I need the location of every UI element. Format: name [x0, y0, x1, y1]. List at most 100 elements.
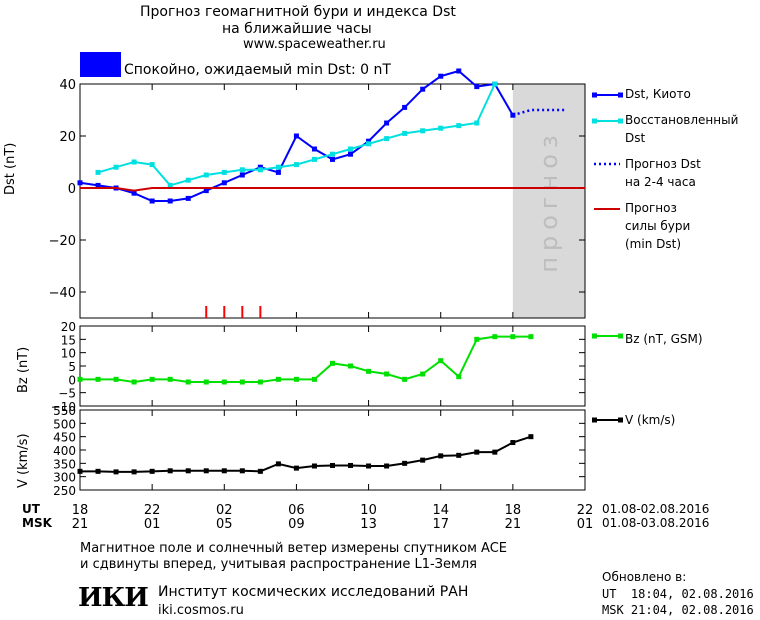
- y-tick-label: 350: [53, 457, 76, 471]
- data-point: [257, 468, 263, 474]
- data-point: [221, 468, 227, 474]
- legend-forecast-2: на 2-4 часа: [625, 175, 696, 189]
- y-tick-label: 40: [59, 78, 76, 93]
- legend-dst-kyoto: Dst, Киото: [625, 87, 691, 101]
- data-point: [221, 169, 227, 175]
- data-point: [420, 371, 426, 377]
- x-tick-label-ut: 10: [360, 503, 377, 518]
- data-point: [203, 468, 209, 474]
- data-point: [95, 169, 101, 175]
- data-point: [474, 449, 480, 455]
- data-point: [167, 182, 173, 188]
- legend-storm-1: Прогноз: [625, 201, 677, 215]
- legend-marker: [592, 417, 597, 423]
- data-point: [438, 125, 444, 131]
- data-point: [293, 376, 299, 382]
- bz-ylabel: Bz (nT): [16, 346, 31, 393]
- data-point: [113, 164, 119, 170]
- data-point: [293, 465, 299, 471]
- data-point: [113, 469, 119, 475]
- data-point: [402, 104, 408, 110]
- data-point: [77, 376, 83, 382]
- data-point: [257, 379, 263, 385]
- data-point: [203, 188, 209, 194]
- legend-storm-3: (min Dst): [625, 237, 682, 251]
- legend-v: V (km/s): [625, 413, 676, 427]
- data-point: [474, 84, 480, 90]
- updated-label: Обновлено в:: [602, 570, 687, 584]
- y-tick-label: 250: [53, 484, 76, 498]
- series-line: [80, 335, 531, 384]
- data-point: [239, 379, 245, 385]
- data-point: [239, 172, 245, 178]
- x-tick-label-msk: 21: [505, 517, 522, 532]
- legend-marker: [592, 333, 597, 339]
- x-tick-label-ut: 18: [505, 503, 522, 518]
- data-point: [311, 463, 317, 469]
- data-point: [131, 469, 137, 475]
- v-ylabel: V (km/s): [16, 433, 31, 488]
- data-point: [185, 177, 191, 183]
- y-tick-label: 10: [61, 347, 76, 361]
- data-point: [528, 334, 534, 340]
- data-point: [348, 151, 354, 157]
- legend-marker: [618, 333, 623, 339]
- series-line: [512, 108, 567, 117]
- updated-msk: MSK 21:04, 02.08.2016: [602, 603, 754, 617]
- data-point: [384, 463, 390, 469]
- footnote-line1: Магнитное поле и солнечный ветер измерен…: [80, 541, 508, 556]
- x-tick-label-ut: 06: [288, 503, 305, 518]
- x-tick-label-msk: 13: [360, 517, 377, 532]
- data-point: [456, 452, 462, 458]
- institute-name: Институт космических исследований РАН: [158, 584, 469, 600]
- data-point: [221, 379, 227, 385]
- data-point: [95, 468, 101, 474]
- data-point: [293, 162, 299, 168]
- data-point: [492, 81, 498, 87]
- data-point: [366, 138, 372, 144]
- data-point: [366, 141, 372, 147]
- x-tick-label-ut: 02: [216, 503, 233, 518]
- y-tick-label: 450: [53, 431, 76, 445]
- x-tick-label-msk: 17: [432, 517, 449, 532]
- y-tick-label: 5: [68, 360, 76, 374]
- data-point: [330, 156, 335, 162]
- panel-frame: [79, 409, 586, 491]
- x-tick-label-msk: 09: [288, 517, 305, 532]
- data-point: [95, 376, 101, 382]
- data-point: [149, 376, 155, 382]
- x-tick-label-msk: 01: [577, 517, 594, 532]
- data-point: [330, 151, 335, 157]
- y-tick-label: 15: [61, 333, 76, 347]
- data-point: [474, 120, 480, 126]
- data-point: [366, 463, 372, 469]
- data-point: [131, 379, 137, 385]
- data-point: [510, 440, 516, 446]
- site-url: www.spaceweather.ru: [243, 37, 386, 52]
- data-point: [311, 376, 317, 382]
- data-point: [330, 462, 335, 468]
- data-point: [384, 136, 390, 142]
- data-point: [384, 120, 390, 126]
- x-tick-label-msk: 21: [72, 517, 89, 532]
- forecast-region: [512, 84, 585, 318]
- data-point: [438, 358, 444, 364]
- data-point: [185, 379, 191, 385]
- data-point: [131, 159, 137, 165]
- legend-storm-2: силы бури: [625, 219, 691, 233]
- data-point: [438, 73, 444, 79]
- data-point: [203, 172, 209, 178]
- legend-restored-1: Восстановленный: [625, 113, 739, 127]
- status-text: Спокойно, ожидаемый min Dst: 0 nT: [124, 62, 391, 78]
- status-swatch: [80, 52, 121, 77]
- footnote-line2: и сдвинуты вперед, учитывая распростране…: [80, 557, 477, 572]
- data-point: [456, 123, 462, 129]
- y-tick-label: 20: [61, 320, 76, 334]
- data-point: [221, 180, 227, 186]
- data-point: [185, 195, 191, 201]
- data-point: [456, 374, 462, 380]
- data-point: [402, 130, 408, 136]
- data-point: [348, 146, 354, 152]
- data-point: [149, 198, 155, 204]
